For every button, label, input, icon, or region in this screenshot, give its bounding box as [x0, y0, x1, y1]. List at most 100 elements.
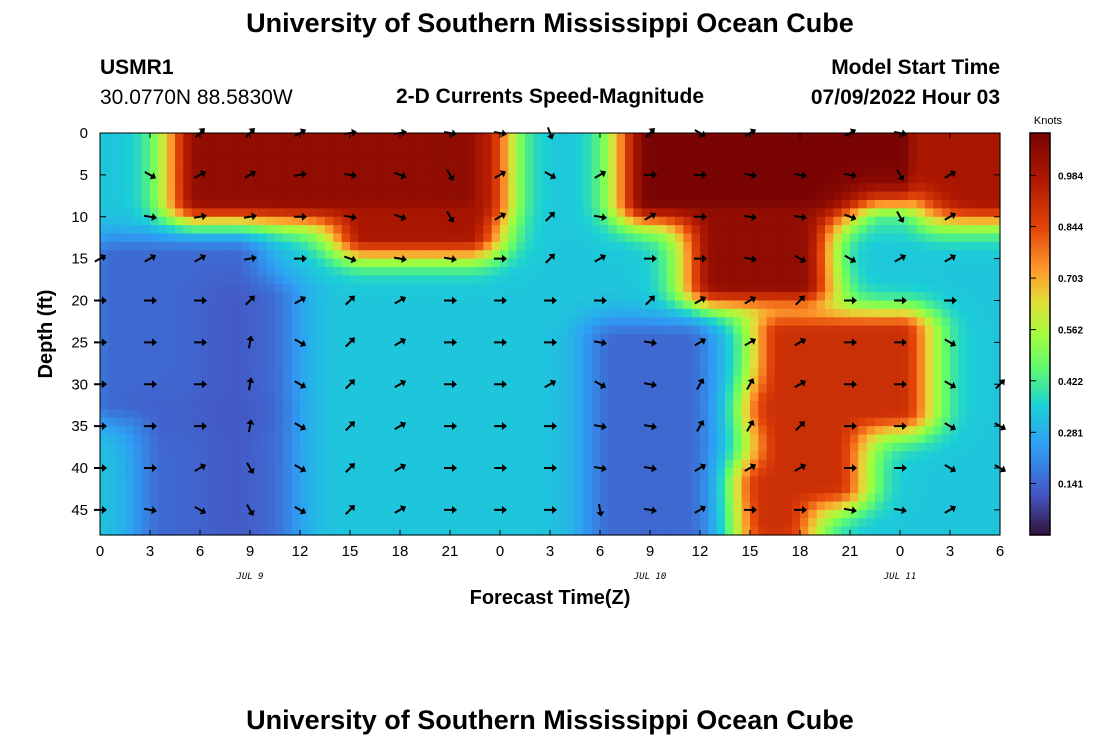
heatmap-cell [758, 300, 768, 310]
heatmap-cell [375, 133, 384, 142]
heatmap-cell [941, 191, 951, 201]
heatmap-cell [258, 451, 268, 461]
heatmap-cell [250, 225, 259, 235]
heatmap-cell [200, 191, 209, 201]
heatmap-cell [491, 225, 501, 235]
heatmap-cell [141, 350, 151, 360]
heatmap-cell [683, 133, 693, 142]
heatmap-cell [775, 342, 784, 352]
heatmap-cell [633, 375, 643, 385]
heatmap-cell [266, 392, 276, 402]
heatmap-cell [750, 308, 759, 318]
heatmap-cell [400, 518, 409, 528]
heatmap-cell [450, 250, 459, 260]
heatmap-cell [183, 241, 193, 251]
heatmap-cell [608, 158, 618, 168]
heatmap-cell [541, 426, 551, 436]
heatmap-cell [325, 442, 334, 452]
heatmap-cell [691, 241, 701, 251]
heatmap-cell [683, 526, 693, 536]
heatmap-cell [875, 133, 884, 142]
heatmap-cell [750, 367, 759, 377]
heatmap-cell [483, 359, 493, 369]
heatmap-cell [933, 208, 943, 218]
heatmap-cell [858, 133, 868, 142]
heatmap-cell [866, 392, 876, 402]
heatmap-cell [100, 434, 109, 444]
heatmap-cell [283, 183, 293, 193]
heatmap-cell [208, 241, 218, 251]
heatmap-cell [766, 468, 776, 477]
heatmap-cell [608, 501, 618, 511]
heatmap-cell [358, 493, 368, 503]
heatmap-cell [316, 484, 326, 494]
heatmap-cell [775, 459, 784, 469]
heatmap-cell [866, 334, 876, 343]
heatmap-cell [550, 468, 559, 477]
heatmap-cell [425, 183, 434, 193]
heatmap-cell [766, 208, 776, 218]
heatmap-cell [191, 258, 201, 268]
heatmap-cell [733, 149, 743, 159]
heatmap-cell [850, 149, 859, 159]
heatmap-cell [591, 509, 601, 519]
heatmap-cell [733, 417, 743, 427]
heatmap-cell [241, 191, 251, 201]
heatmap-cell [241, 317, 251, 327]
heatmap-cell [691, 300, 701, 310]
heatmap-cell [916, 200, 926, 209]
heatmap-cell [908, 275, 918, 285]
heatmap-cell [725, 375, 734, 385]
heatmap-cell [366, 342, 376, 352]
heatmap-cell [483, 375, 493, 385]
heatmap-cell [283, 225, 293, 235]
heatmap-cell [550, 308, 559, 318]
heatmap-cell [725, 384, 734, 394]
heatmap-cell [391, 250, 401, 260]
heatmap-cell [375, 493, 384, 503]
heatmap-cell [708, 275, 718, 285]
heatmap-cell [366, 325, 376, 335]
heatmap-cell [391, 158, 401, 168]
heatmap-cell [325, 133, 334, 142]
heatmap-cell [425, 174, 434, 184]
heatmap-cell [266, 476, 276, 486]
heatmap-cell [308, 216, 318, 226]
heatmap-cell [866, 241, 876, 251]
heatmap-cell [333, 174, 343, 184]
heatmap-cell [675, 141, 684, 151]
heatmap-cell [641, 342, 651, 352]
heatmap-cell [933, 359, 943, 369]
heatmap-cell [341, 241, 351, 251]
heatmap-cell [666, 384, 676, 394]
heatmap-cell [500, 476, 509, 486]
heatmap-cell [425, 216, 434, 226]
heatmap-cell [691, 233, 701, 243]
heatmap-cell [450, 308, 459, 318]
heatmap-cell [925, 141, 934, 151]
heatmap-cell [658, 367, 668, 377]
heatmap-cell [825, 476, 834, 486]
heatmap-cell [733, 334, 743, 343]
heatmap-cell [950, 493, 959, 503]
heatmap-cell [641, 308, 651, 318]
heatmap-cell [433, 174, 443, 184]
heatmap-cell [433, 275, 443, 285]
heatmap-cell [425, 166, 434, 176]
heatmap-cell [225, 409, 234, 419]
heatmap-cell [291, 283, 301, 293]
heatmap-cell [141, 526, 151, 536]
heatmap-cell [216, 166, 226, 176]
heatmap-cell [233, 283, 243, 293]
heatmap-cell [533, 509, 543, 519]
heatmap-cell [616, 409, 626, 419]
heatmap-cell [216, 317, 226, 327]
heatmap-cell [216, 141, 226, 151]
heatmap-cell [858, 200, 868, 209]
heatmap-cell [225, 241, 234, 251]
heatmap-cell [516, 208, 526, 218]
heatmap-cell [608, 384, 618, 394]
heatmap-cell [583, 300, 593, 310]
heatmap-cell [825, 442, 834, 452]
